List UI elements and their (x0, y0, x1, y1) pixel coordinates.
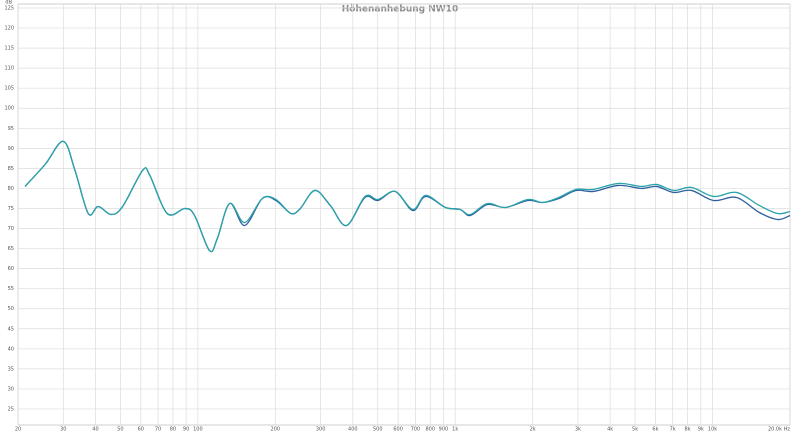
x-tick-label: 200 (271, 427, 281, 432)
x-tick-label: 700 (411, 427, 421, 432)
y-tick-label: 95 (8, 126, 14, 132)
x-tick-label: 3k (575, 427, 581, 432)
x-tick-label: 30 (60, 427, 66, 432)
y-tick-label: 80 (8, 186, 14, 192)
x-tick-label: 100 (193, 427, 203, 432)
y-tick-label: 75 (8, 206, 14, 212)
x-tick-label: 900 (439, 427, 449, 432)
y-tick-label: 105 (4, 86, 14, 92)
x-tick-label: 7k (670, 427, 676, 432)
x-tick-label: 300 (316, 427, 326, 432)
x-tick-label: 90 (183, 427, 189, 432)
chart-title: Höhenanhebung NW10 (342, 5, 458, 15)
y-tick-label: 45 (8, 326, 14, 332)
plot-area (17, 3, 791, 426)
x-tick-label: 40 (92, 427, 98, 432)
y-tick-label: 65 (8, 246, 14, 252)
y-tick-label: 90 (8, 146, 14, 152)
x-tick-label: 1k (452, 427, 458, 432)
x-tick-label: 400 (348, 427, 358, 432)
x-tick-label: 10k (708, 427, 717, 432)
x-tick-label: 600 (393, 427, 403, 432)
y-tick-label: 125 (4, 6, 14, 12)
x-tick-label: 60 (138, 427, 144, 432)
x-tick-label: 80 (170, 427, 176, 432)
response-curve (24, 140, 791, 253)
x-tick-label: 4k (607, 427, 613, 432)
x-tick-label: 5k (632, 427, 638, 432)
y-tick-label: 110 (4, 66, 14, 72)
x-tick-label: 500 (373, 427, 383, 432)
x-tick-label: 9k (698, 427, 704, 432)
y-tick-label: 55 (8, 286, 14, 292)
y-tick-label: 50 (8, 306, 14, 312)
x-tick-label: 800 (425, 427, 435, 432)
y-axis-label: dB (5, 0, 12, 6)
y-tick-label: 70 (8, 226, 14, 232)
x-tick-label: 20.0k Hz (768, 427, 790, 432)
y-tick-label: 115 (4, 46, 14, 52)
y-tick-label: 40 (8, 346, 14, 352)
x-tick-label: 6k (652, 427, 658, 432)
x-tick-label: 20 (15, 427, 21, 432)
y-tick-label: 85 (8, 166, 14, 172)
y-tick-label: 60 (8, 266, 14, 272)
y-tick-label: 35 (8, 366, 14, 372)
y-tick-label: 25 (8, 406, 14, 412)
x-tick-label: 50 (117, 427, 123, 432)
y-tick-label: 100 (4, 106, 14, 112)
x-tick-label: 2k (530, 427, 536, 432)
y-tick-label: 30 (8, 386, 14, 392)
y-tick-label: 120 (4, 26, 14, 32)
x-tick-label: 8k (685, 427, 691, 432)
x-tick-label: 70 (155, 427, 161, 432)
